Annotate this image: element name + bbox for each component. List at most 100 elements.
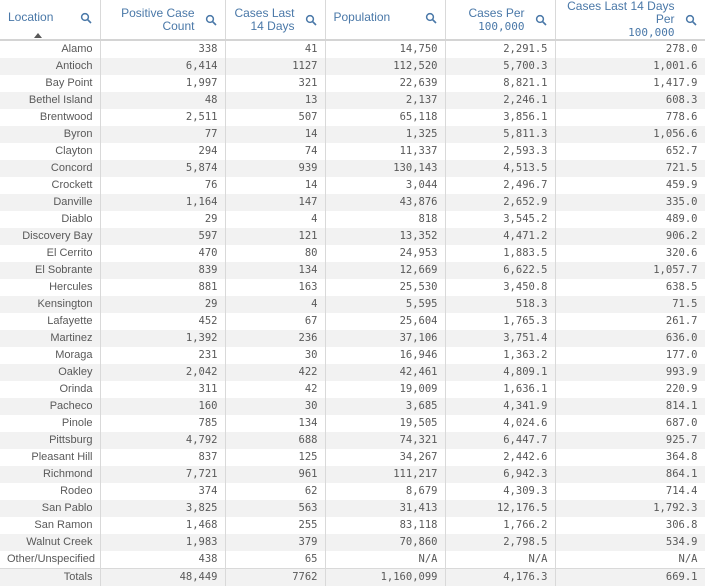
cell-positive-case-count: 374 xyxy=(100,483,226,500)
table-row[interactable]: Walnut Creek 1,983 379 70,860 2,798.5 534.9 xyxy=(0,534,705,551)
cell-population: 5,595 xyxy=(325,296,446,313)
table-row[interactable]: Rodeo 374 62 8,679 4,309.3 714.4 xyxy=(0,483,705,500)
table-row[interactable]: Antioch 6,414 1127 112,520 5,700.3 1,001.6 xyxy=(0,58,705,75)
cell-location: Antioch xyxy=(0,58,101,75)
table-row[interactable]: Other/Unspecified 438 65 N/A N/A N/A xyxy=(0,551,705,569)
cell-population: 13,352 xyxy=(325,228,446,245)
cell-location: Pittsburg xyxy=(0,432,101,449)
cell-population: 19,009 xyxy=(325,381,446,398)
cell-cases-last-14-days: 379 xyxy=(225,534,326,551)
cell-cases-last-14-days: 41 xyxy=(225,40,326,58)
cell-population: 65,118 xyxy=(325,109,446,126)
column-header-positive-case-count[interactable]: Positive Case Count xyxy=(100,0,226,41)
cell-cases-per-100000: 3,856.1 xyxy=(445,109,556,126)
cell-cases-per-100000: 8,821.1 xyxy=(445,75,556,92)
table-row[interactable]: Pinole 785 134 19,505 4,024.6 687.0 xyxy=(0,415,705,432)
table-row[interactable]: Martinez 1,392 236 37,106 3,751.4 636.0 xyxy=(0,330,705,347)
search-icon[interactable] xyxy=(425,12,437,24)
table-row[interactable]: Alamo 338 41 14,750 2,291.5 278.0 xyxy=(0,40,705,58)
table-row[interactable]: Bay Point 1,997 321 22,639 8,821.1 1,417.9 xyxy=(0,75,705,92)
column-header-location[interactable]: Location xyxy=(0,0,101,41)
table-row[interactable]: Pacheco 160 30 3,685 4,341.9 814.1 xyxy=(0,398,705,415)
table-row[interactable]: El Cerrito 470 80 24,953 1,883.5 320.6 xyxy=(0,245,705,262)
column-header-cases-last-14-days[interactable]: Cases Last 14 Days xyxy=(225,0,326,41)
cell-cases-per-100000: 2,246.1 xyxy=(445,92,556,109)
search-icon[interactable] xyxy=(685,14,697,26)
cell-cases-last-14-days-per-100000: 864.1 xyxy=(555,466,705,483)
table-row[interactable]: Bethel Island 48 13 2,137 2,246.1 608.3 xyxy=(0,92,705,109)
cell-positive-case-count: 29 xyxy=(100,211,226,228)
table-row[interactable]: Byron 77 14 1,325 5,811.3 1,056.6 xyxy=(0,126,705,143)
search-icon[interactable] xyxy=(205,14,217,26)
cell-cases-last-14-days: 62 xyxy=(225,483,326,500)
cell-cases-per-100000: 12,176.5 xyxy=(445,500,556,517)
cell-population: 11,337 xyxy=(325,143,446,160)
cell-cases-per-100000: 2,496.7 xyxy=(445,177,556,194)
table-row[interactable]: San Pablo 3,825 563 31,413 12,176.5 1,792.3 xyxy=(0,500,705,517)
table-row[interactable]: Concord 5,874 939 130,143 4,513.5 721.5 xyxy=(0,160,705,177)
table-row[interactable]: Discovery Bay 597 121 13,352 4,471.2 906.2 xyxy=(0,228,705,245)
totals-row[interactable]: Totals 48,449 7762 1,160,099 4,176.3 669.1 xyxy=(0,568,705,586)
cell-location: Richmond xyxy=(0,466,101,483)
cell-positive-case-count: 311 xyxy=(100,381,226,398)
table-row[interactable]: Pleasant Hill 837 125 34,267 2,442.6 364.8 xyxy=(0,449,705,466)
cell-positive-case-count: 231 xyxy=(100,347,226,364)
cell-positive-case-count: 438 xyxy=(100,551,226,569)
cell-cases-last-14-days: 134 xyxy=(225,415,326,432)
table-body: Alamo 338 41 14,750 2,291.5 278.0 Antioch 6,414… xyxy=(0,40,705,586)
cell-location: Orinda xyxy=(0,381,101,398)
cell-cases-last-14-days: 67 xyxy=(225,313,326,330)
search-icon[interactable] xyxy=(80,12,92,24)
cell-positive-case-count: 1,392 xyxy=(100,330,226,347)
cell-population: 24,953 xyxy=(325,245,446,262)
cell-positive-case-count: 294 xyxy=(100,143,226,160)
cell-cases-last-14-days: 321 xyxy=(225,75,326,92)
cell-cases-last-14-days: 42 xyxy=(225,381,326,398)
table-row[interactable]: Clayton 294 74 11,337 2,593.3 652.7 xyxy=(0,143,705,160)
cell-cases-per-100000: 1,883.5 xyxy=(445,245,556,262)
cell-cases-last-14-days-per-100000: 993.9 xyxy=(555,364,705,381)
table-row[interactable]: Hercules 881 163 25,530 3,450.8 638.5 xyxy=(0,279,705,296)
table-row[interactable]: Danville 1,164 147 43,876 2,652.9 335.0 xyxy=(0,194,705,211)
cell-positive-case-count: 2,042 xyxy=(100,364,226,381)
table-row[interactable]: Moraga 231 30 16,946 1,363.2 177.0 xyxy=(0,347,705,364)
cell-cases-last-14-days-per-100000: 489.0 xyxy=(555,211,705,228)
cell-population: 25,604 xyxy=(325,313,446,330)
cell-cases-last-14-days-per-100000: 1,001.6 xyxy=(555,58,705,75)
cell-cases-last-14-days: 13 xyxy=(225,92,326,109)
cell-population: 3,685 xyxy=(325,398,446,415)
search-icon[interactable] xyxy=(535,14,547,26)
cell-population: 70,860 xyxy=(325,534,446,551)
cell-location: Brentwood xyxy=(0,109,101,126)
table-row[interactable]: Lafayette 452 67 25,604 1,765.3 261.7 xyxy=(0,313,705,330)
table-row[interactable]: Pittsburg 4,792 688 74,321 6,447.7 925.7 xyxy=(0,432,705,449)
cell-cases-last-14-days: 134 xyxy=(225,262,326,279)
cell-cases-last-14-days: 74 xyxy=(225,143,326,160)
sort-ascending-icon[interactable] xyxy=(34,33,42,38)
search-icon[interactable] xyxy=(305,14,317,26)
column-header-label: Cases Last 14 Days Per 100,000 xyxy=(567,0,675,39)
cell-positive-case-count: 1,997 xyxy=(100,75,226,92)
column-header-label: Positive Case Count xyxy=(121,5,195,33)
column-header-population[interactable]: Population xyxy=(325,0,446,41)
table-row[interactable]: El Sobrante 839 134 12,669 6,622.5 1,057.7 xyxy=(0,262,705,279)
cell-cases-last-14-days: 80 xyxy=(225,245,326,262)
table-row[interactable]: San Ramon 1,468 255 83,118 1,766.2 306.8 xyxy=(0,517,705,534)
column-header-cases-last-14-days-per-100000[interactable]: Cases Last 14 Days Per 100,000 xyxy=(555,0,705,41)
cell-cases-last-14-days: 507 xyxy=(225,109,326,126)
cell-location: San Pablo xyxy=(0,500,101,517)
cell-cases-per-100000: 2,442.6 xyxy=(445,449,556,466)
cell-cases-last-14-days-per-100000: 721.5 xyxy=(555,160,705,177)
cell-location: Alamo xyxy=(0,40,101,58)
cell-cases-per-100000: 6,447.7 xyxy=(445,432,556,449)
table-row[interactable]: Orinda 311 42 19,009 1,636.1 220.9 xyxy=(0,381,705,398)
cell-cases-last-14-days: 65 xyxy=(225,551,326,569)
table-row[interactable]: Oakley 2,042 422 42,461 4,809.1 993.9 xyxy=(0,364,705,381)
table-row[interactable]: Crockett 76 14 3,044 2,496.7 459.9 xyxy=(0,177,705,194)
table-row[interactable]: Brentwood 2,511 507 65,118 3,856.1 778.6 xyxy=(0,109,705,126)
column-header-cases-per-100000[interactable]: Cases Per 100,000 xyxy=(445,0,556,41)
table-row[interactable]: Kensington 29 4 5,595 518.3 71.5 xyxy=(0,296,705,313)
cell-positive-case-count: 4,792 xyxy=(100,432,226,449)
table-row[interactable]: Diablo 29 4 818 3,545.2 489.0 xyxy=(0,211,705,228)
table-row[interactable]: Richmond 7,721 961 111,217 6,942.3 864.1 xyxy=(0,466,705,483)
